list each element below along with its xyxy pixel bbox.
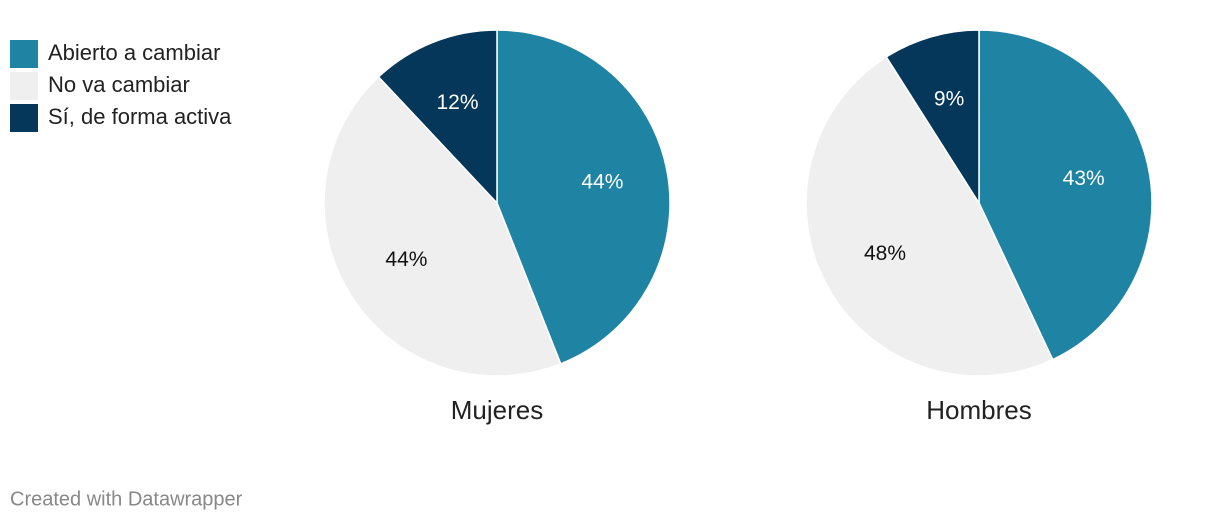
pie-slice [377, 29, 498, 205]
slice-label: 44% [385, 248, 427, 271]
slice-label: 12% [436, 91, 478, 114]
pie-title: Hombres [926, 395, 1031, 425]
legend-swatch [10, 72, 38, 100]
pie-slice [978, 29, 1153, 361]
pie-slice [323, 75, 562, 377]
pie-title: Mujeres [451, 395, 543, 425]
slice-label: 48% [864, 242, 906, 265]
slice-label: 43% [1063, 167, 1105, 190]
legend-label: No va cambiar [48, 72, 190, 97]
pie-slice [805, 55, 1054, 377]
slice-label: 9% [934, 88, 964, 111]
slice-label: 44% [581, 170, 623, 193]
pie-slice [885, 29, 980, 206]
legend-swatch [10, 40, 38, 68]
pie-slice [496, 29, 671, 365]
footer: Created with Datawrapper [10, 488, 243, 510]
legend-label: Abierto a cambiar [48, 40, 220, 65]
legend-swatch [10, 104, 38, 132]
legend-label: Sí, de forma activa [48, 104, 232, 129]
